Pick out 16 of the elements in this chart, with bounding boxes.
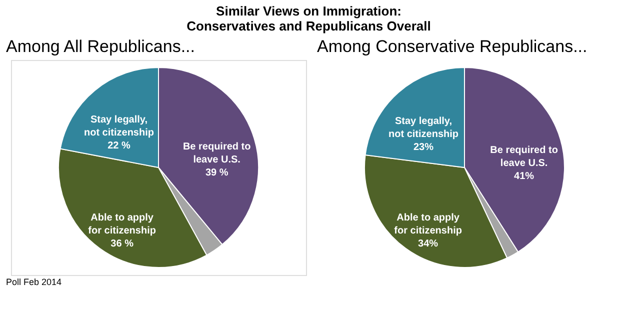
text: Similar Views on Immigration: Conservatives and Republicans Overall — [186, 4, 431, 34]
slice-label: Able to apply for citizenship — [394, 212, 462, 237]
slice-label: Be required to leave U.S. — [182, 142, 251, 166]
data-label: 39 % — [205, 168, 228, 178]
slice-label: Be required to leave U.S. — [490, 145, 558, 170]
slice-label: Stay legally, not citizenship — [84, 114, 154, 139]
slice-label: Able to apply for citizenship — [88, 212, 156, 237]
chart-subtitle: Among All Republicans... — [6, 37, 195, 56]
data-label: 34% — [418, 238, 438, 250]
data-label: 41% — [514, 171, 534, 182]
chart-subtitle: Among Conservative Republicans... — [317, 37, 588, 56]
data-label: 23% — [413, 142, 434, 153]
slice-label: Stay legally, not citizenship — [388, 116, 458, 140]
data-label: 36 % — [110, 238, 134, 250]
data-label: 22 % — [108, 140, 130, 152]
text: Poll Feb 2014 — [6, 277, 62, 287]
